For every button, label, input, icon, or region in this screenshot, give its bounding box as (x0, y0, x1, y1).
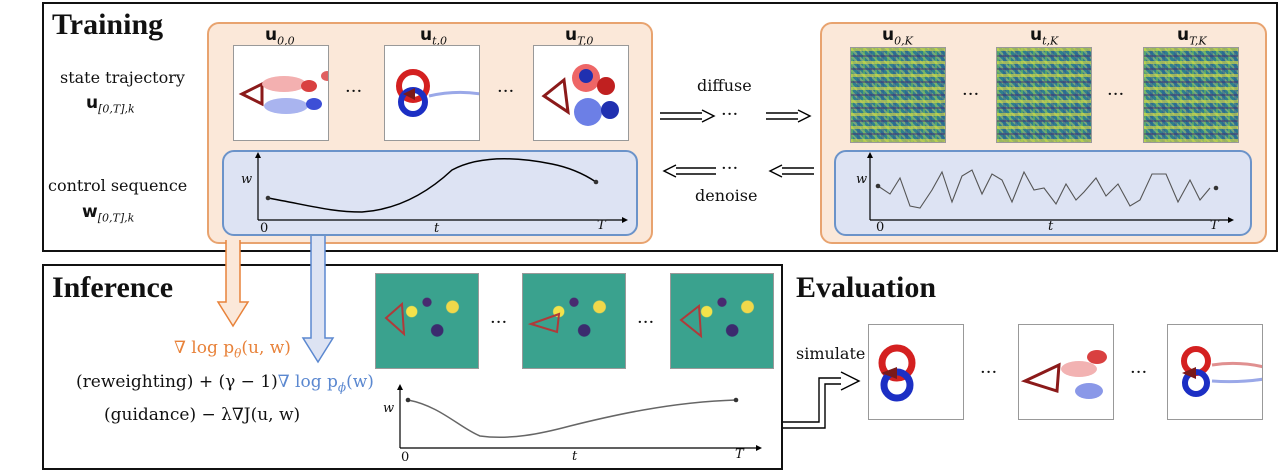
ellipsis: ··· (980, 362, 998, 383)
state-label-u0K: u0,K (882, 25, 913, 48)
control-plot-noisy-graph (867, 152, 1234, 223)
ellipsis: ··· (962, 84, 980, 105)
vorticity-snapshot (533, 45, 629, 141)
training-title: Training (52, 8, 164, 41)
theta-score-arrow (216, 240, 250, 328)
ellipsis: ··· (721, 158, 739, 179)
ellipsis: ··· (490, 312, 508, 333)
state-label-uTK: uT,K (1177, 25, 1207, 48)
diffuse-arrow-right (766, 109, 812, 123)
guidance-formula: (guidance) − λ∇J(u, w) (104, 405, 301, 425)
state-trajectory-label: state trajectory (60, 68, 185, 87)
plot-xT-label: T (735, 447, 744, 462)
denoise-label: denoise (695, 186, 758, 205)
noise-snapshot (996, 47, 1092, 143)
plot-xT-label: T (597, 218, 606, 233)
noise-snapshot (1143, 47, 1239, 143)
plot-x0-label: 0 (876, 220, 885, 235)
plot-x0-label: 0 (401, 450, 410, 465)
ellipsis: ··· (345, 81, 363, 102)
plot-ylabel: w (856, 172, 868, 187)
plot-ylabel: w (241, 172, 253, 187)
state-label-utK: ut,K (1030, 25, 1059, 48)
control-plot-clean-graph (255, 152, 628, 223)
ellipsis: ··· (637, 312, 655, 333)
phi-score-arrow (301, 236, 335, 364)
score-field-snapshot (670, 273, 774, 369)
diffuse-label: diffuse (697, 76, 752, 95)
theta-score-formula: ∇ log pθ(u, w) (174, 338, 291, 361)
state-label-ut0: ut,0 (420, 25, 448, 48)
simulate-arrow (783, 371, 861, 429)
plot-xT-label: T (1210, 218, 1219, 233)
score-field-snapshot (375, 273, 479, 369)
diffuse-arrow-left (660, 109, 716, 123)
training-panel (42, 2, 1278, 252)
control-sequence-label: control sequence (48, 176, 188, 195)
control-sequence-var: w[0,T],k (82, 202, 135, 225)
state-trajectory-var: u[0,T],k (86, 93, 135, 116)
ellipsis: ··· (1130, 362, 1148, 383)
state-label-u00: u0,0 (265, 25, 295, 48)
vorticity-snapshot (233, 45, 329, 141)
control-plot-clean (222, 150, 638, 236)
state-label-uT0: uT,0 (565, 25, 594, 48)
simulated-vorticity-snapshot (868, 324, 964, 420)
inference-title: Inference (52, 271, 174, 304)
denoise-arrow-left (768, 164, 814, 178)
ellipsis: ··· (1107, 84, 1125, 105)
simulated-vorticity-snapshot (1018, 324, 1114, 420)
reweighting-formula: (reweighting) + (γ − 1)∇ log pϕ(w) (76, 372, 374, 395)
ellipsis: ··· (497, 81, 515, 102)
ellipsis: ··· (721, 104, 739, 125)
plot-x0-label: 0 (260, 221, 269, 236)
denoise-arrow-right (662, 164, 716, 178)
vorticity-snapshot (384, 45, 480, 141)
plot-xlabel: t (434, 221, 440, 236)
noise-snapshot (850, 47, 946, 143)
control-plot-inference (397, 384, 762, 451)
plot-ylabel: w (383, 401, 395, 416)
simulated-vorticity-snapshot (1167, 324, 1263, 420)
plot-xlabel: t (1048, 219, 1054, 234)
simulate-label: simulate (796, 344, 866, 363)
evaluation-title: Evaluation (796, 271, 937, 304)
plot-xlabel: t (572, 449, 578, 464)
score-field-snapshot (522, 273, 626, 369)
inference-panel (42, 264, 783, 470)
